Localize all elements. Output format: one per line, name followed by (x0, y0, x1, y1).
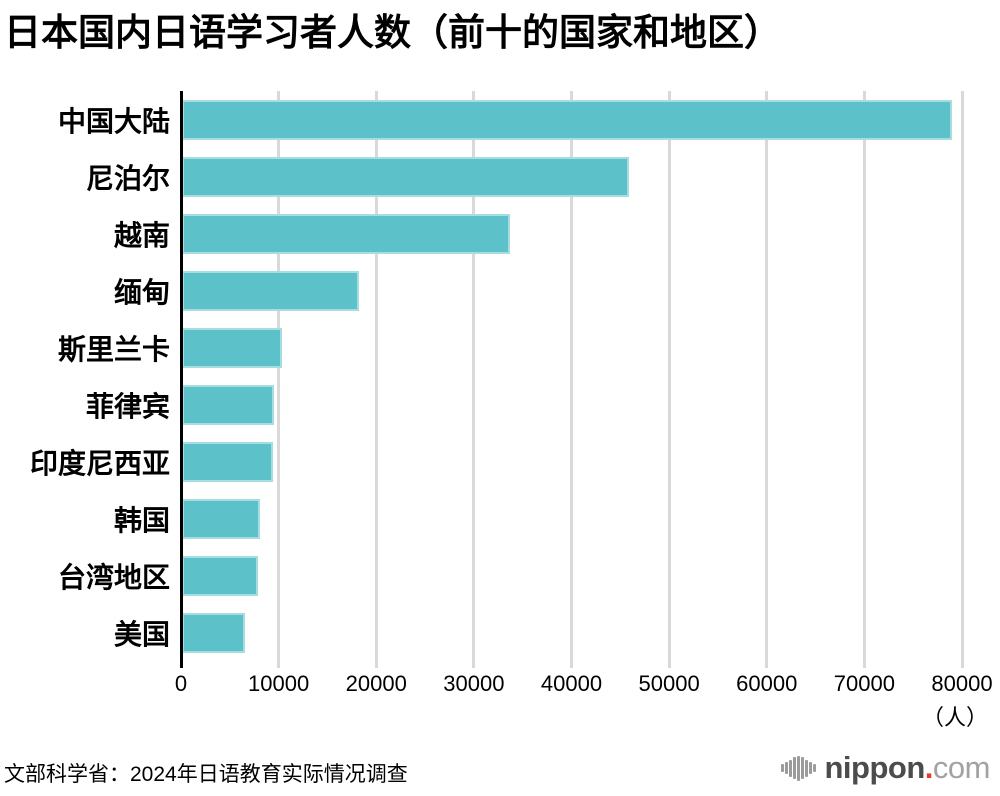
x-axis-tick-labels: 0 10000 20000 30000 40000 50000 60000 70000 8000… (175, 671, 993, 701)
xtick-label-20000: 20000 (345, 671, 407, 696)
xtick-label-40000: 40000 (540, 671, 603, 696)
gridline-60000 (765, 91, 769, 662)
soundwave-bar (801, 757, 804, 779)
category-label-中国大陆: 中国大陆 (57, 105, 170, 137)
category-label-缅甸: 缅甸 (113, 276, 170, 308)
xtick-label-10000: 10000 (248, 671, 310, 696)
tick-mark-50000 (667, 662, 671, 668)
xtick-label-0: 0 (174, 671, 188, 696)
source-note: 文部科学省：2024年日语教育实际情况调查 (4, 763, 408, 786)
soundwave-bar (785, 762, 788, 774)
bar-斯里兰卡 (182, 327, 282, 368)
gridline-20000 (374, 91, 378, 662)
chart-title: 日本国内日语学习者人数（前十的国家和地区） (4, 12, 781, 53)
logo-text: nippon.com (825, 750, 991, 786)
soundwave-bar (789, 759, 792, 777)
category-label-斯里兰卡: 斯里兰卡 (57, 333, 170, 365)
category-label-台湾地区: 台湾地区 (57, 562, 170, 594)
gridline-40000 (570, 91, 573, 662)
xtick-label-60000: 60000 (736, 671, 798, 696)
soundwave-bar (805, 759, 808, 777)
gridline-70000 (862, 91, 866, 662)
gridline-10000 (277, 91, 281, 662)
category-label-尼泊尔: 尼泊尔 (85, 162, 170, 194)
tick-mark-70000 (862, 662, 866, 668)
bar-美国 (182, 613, 246, 654)
plot-area (180, 91, 982, 668)
category-label-越南: 越南 (113, 219, 170, 251)
bar-尼泊尔 (182, 156, 630, 197)
soundwave-bar (781, 764, 784, 772)
soundwave-bar (793, 757, 796, 779)
tick-mark-80000 (960, 662, 964, 668)
bar-中国大陆 (182, 99, 953, 140)
soundwave-bars-icon (781, 753, 816, 783)
bar-印度尼西亚 (182, 442, 273, 483)
bar-菲律宾 (182, 385, 274, 426)
xtick-label-50000: 50000 (638, 671, 700, 696)
tick-mark-10000 (277, 662, 281, 668)
tick-mark-30000 (472, 662, 476, 668)
logo-text-com: com (932, 750, 991, 785)
category-label-菲律宾: 菲律宾 (85, 391, 170, 423)
xtick-label-30000: 30000 (443, 671, 505, 696)
x-axis-unit-label: （人） (921, 705, 988, 730)
xtick-label-80000: 80000 (931, 671, 993, 696)
logo-text-dot: . (924, 750, 934, 785)
y-axis-line (180, 91, 183, 668)
xtick-label-70000: 70000 (833, 671, 895, 696)
tick-mark-20000 (374, 662, 378, 668)
soundwave-bar (809, 762, 812, 774)
tick-mark-60000 (765, 662, 769, 668)
soundwave-bar (813, 764, 816, 772)
tick-mark-40000 (570, 662, 573, 668)
bar-越南 (182, 213, 511, 254)
nippon-logo: nippon.com (781, 750, 991, 786)
logo-text-nippon: nippon (824, 750, 926, 785)
gridline-30000 (472, 91, 476, 662)
soundwave-bar (797, 755, 800, 781)
bar-台湾地区 (182, 556, 259, 597)
category-label-印度尼西亚: 印度尼西亚 (29, 448, 170, 480)
category-label-韩国: 韩国 (113, 505, 170, 537)
bar-缅甸 (182, 270, 359, 311)
bar-韩国 (182, 499, 261, 540)
gridline-50000 (667, 91, 671, 662)
category-label-美国: 美国 (113, 619, 170, 651)
gridline-80000 (960, 91, 964, 662)
